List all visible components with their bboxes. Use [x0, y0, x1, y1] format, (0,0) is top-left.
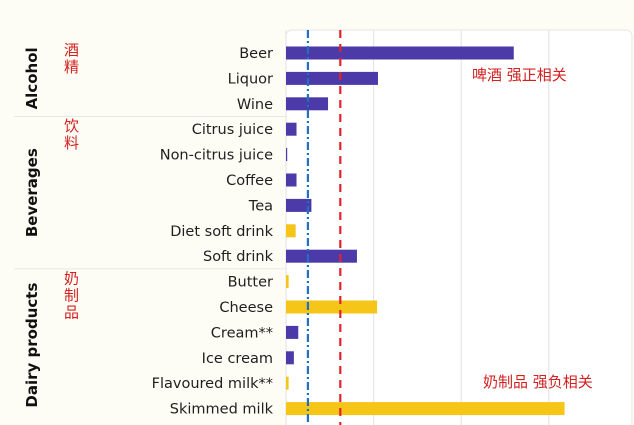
plot-area [285, 29, 633, 425]
group-label: Beverages [23, 148, 41, 237]
bar [286, 71, 378, 85]
group-label: Dairy products [23, 283, 41, 408]
bar [286, 275, 289, 289]
bar [286, 300, 378, 314]
group-chinese-line: 制 [64, 287, 79, 305]
category-label: Wine [237, 97, 273, 113]
group-separators [14, 116, 286, 270]
bar [286, 325, 299, 339]
category-label: Ice cream [202, 351, 273, 367]
group-chinese-line: 品 [64, 304, 79, 322]
group-chinese-line: 饮 [64, 117, 79, 135]
category-label: Beer [239, 46, 273, 62]
bar [286, 198, 312, 212]
bar [286, 402, 565, 416]
bar [286, 351, 294, 365]
bar [286, 376, 289, 390]
bar [286, 173, 297, 187]
group-chinese-label: 酒精 [64, 41, 79, 76]
annotation: 奶制品 强负相关 [483, 373, 593, 391]
category-label: Liquor [228, 71, 273, 87]
bar [286, 224, 296, 238]
annotation: 啤酒 强正相关 [472, 66, 567, 84]
category-labels: Beer Liquor Wine Citrus juice Non-citrus jui… [152, 46, 274, 418]
category-label: Non-citrus juice [160, 148, 273, 164]
group-chinese-line: 料 [64, 134, 79, 152]
category-label: Citrus juice [192, 122, 273, 138]
reference-lines [306, 30, 342, 425]
group-chinese-line: 精 [64, 58, 79, 76]
grid-lines [285, 29, 633, 425]
category-label: Coffee [226, 173, 273, 189]
group-chinese-line: 酒 [64, 41, 79, 59]
bar [286, 46, 514, 60]
category-label: Cream** [211, 325, 273, 341]
bar [286, 122, 297, 136]
group-label: Alcohol [23, 47, 41, 109]
category-label: Diet soft drink [170, 224, 273, 240]
bar [286, 97, 329, 111]
category-label: Cheese [219, 300, 273, 316]
group-chinese-label: 饮料 [64, 117, 79, 152]
category-label: Skimmed milk [170, 402, 274, 418]
category-label: Butter [228, 275, 273, 291]
category-label: Soft drink [203, 249, 274, 265]
group-chinese-label: 奶制品 [64, 270, 79, 322]
group-chinese-line: 奶 [64, 270, 79, 288]
category-label: Flavoured milk** [152, 376, 273, 392]
group-labels: Alcohol 酒精 Beverages 饮料 Dairy products 奶制品 [23, 41, 79, 408]
bar [286, 249, 357, 263]
bar [286, 148, 288, 162]
category-label: Tea [248, 198, 273, 214]
